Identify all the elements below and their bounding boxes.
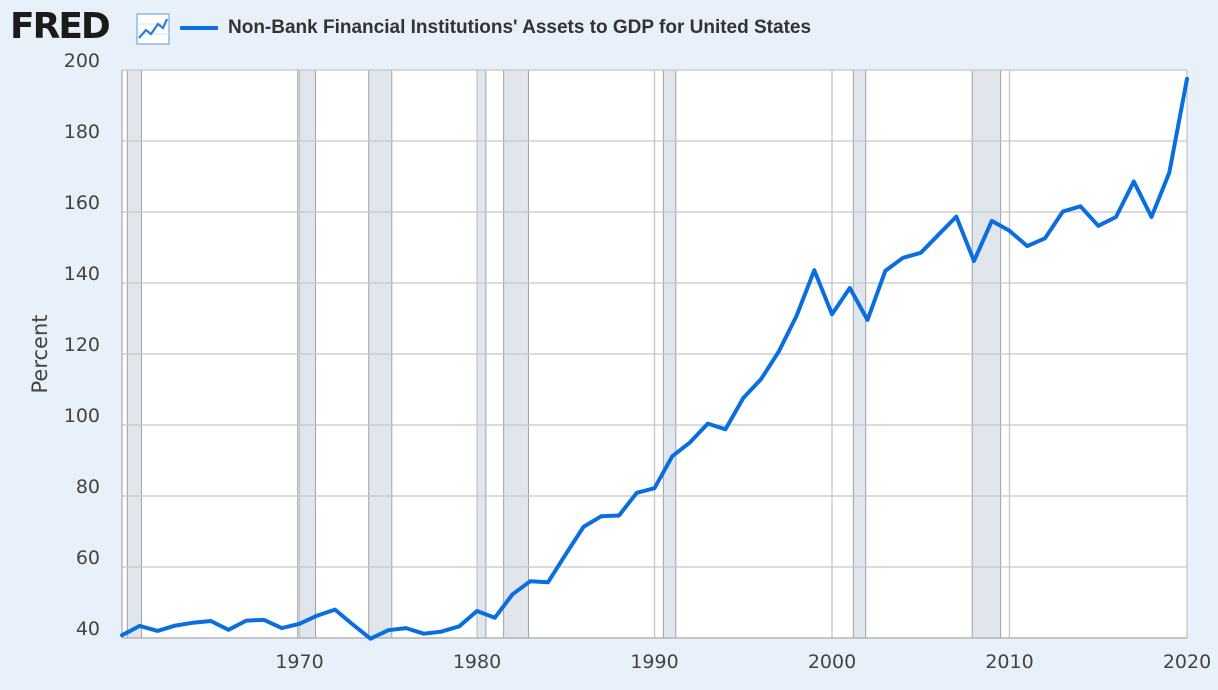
- y-tick-label: 120: [64, 334, 100, 356]
- chart-header: FRED Non-Bank Financial Institutions' As…: [0, 0, 1218, 56]
- x-tick-label: 2000: [808, 651, 856, 673]
- y-tick-label: 140: [64, 263, 100, 285]
- y-tick-label: 60: [76, 547, 100, 569]
- y-axis-label: Percent: [28, 314, 52, 393]
- trend-chart-icon[interactable]: [136, 13, 170, 45]
- y-tick-label: 200: [64, 50, 100, 72]
- x-tick-label: 1980: [453, 651, 501, 673]
- gridlines: [121, 69, 1188, 639]
- x-axis-ticks: 1970 1980 1990 2000 2010 2020: [275, 651, 1211, 673]
- legend-swatch: [180, 26, 218, 30]
- legend-series-title[interactable]: Non-Bank Financial Institutions' Assets …: [228, 17, 812, 38]
- y-axis-ticks: 40 60 80 100 120 140 160 180 200: [64, 50, 100, 640]
- y-tick-label: 100: [64, 405, 100, 427]
- x-tick-label: 1990: [630, 651, 678, 673]
- y-tick-label: 80: [76, 476, 100, 498]
- x-tick-label: 2020: [1163, 651, 1211, 673]
- x-tick-label: 1970: [275, 651, 323, 673]
- fred-logo[interactable]: FRED: [10, 6, 111, 47]
- y-tick-label: 180: [64, 121, 100, 143]
- series-line[interactable]: [120, 76, 1189, 641]
- y-tick-label: 40: [76, 618, 100, 640]
- y-tick-label: 160: [64, 192, 100, 214]
- x-tick-label: 2010: [985, 651, 1033, 673]
